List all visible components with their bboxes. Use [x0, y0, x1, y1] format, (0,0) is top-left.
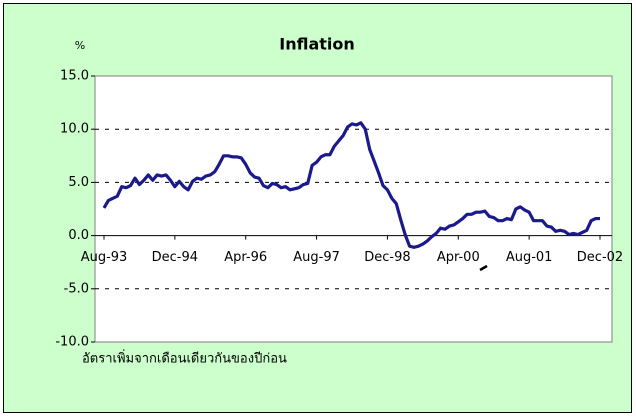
- y-tick-label: 0.0: [68, 228, 89, 243]
- y-tick-label: 15.0: [60, 69, 89, 84]
- x-tick-label: Apr-96: [224, 250, 267, 265]
- y-tick-label: -5.0: [64, 281, 89, 296]
- x-tick-label: Dec-98: [364, 250, 410, 265]
- x-tick-label: Aug-93: [81, 250, 128, 265]
- plot-area: [94, 75, 613, 343]
- chart-title: Inflation: [279, 35, 355, 54]
- x-tick-label: Aug-97: [293, 250, 340, 265]
- note: อัตราเพิ่มจากเดือนเดียวกันของปีก่อน: [82, 350, 287, 367]
- x-tick-label: Apr-00: [437, 250, 480, 265]
- stray-mark: [479, 264, 488, 272]
- x-tick-label: Aug-01: [506, 250, 553, 265]
- line-series: [102, 121, 600, 249]
- y-tick-label: -10.0: [55, 335, 89, 350]
- x-tick-label: Dec-02: [577, 250, 623, 265]
- y-tick-label: 5.0: [68, 175, 89, 190]
- x-tick-label: Dec-94: [152, 250, 198, 265]
- y-axis-label: %: [75, 39, 85, 52]
- y-tick-label: 10.0: [60, 122, 89, 137]
